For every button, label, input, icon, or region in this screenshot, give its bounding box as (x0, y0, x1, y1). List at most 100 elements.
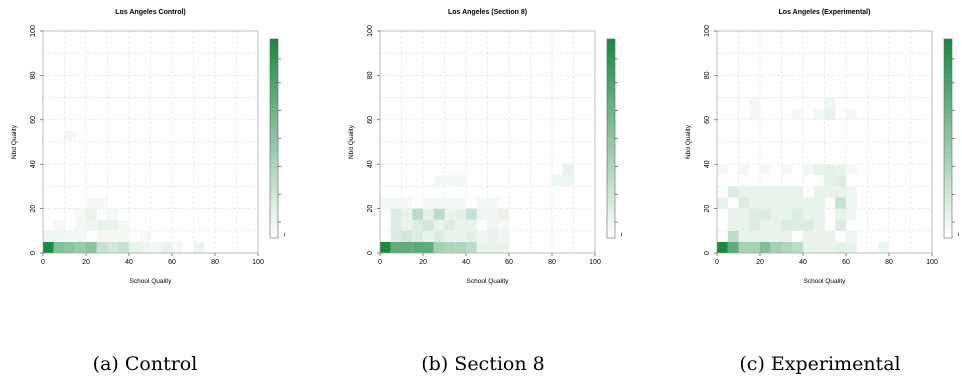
heatmap-cell (172, 241, 183, 253)
colorbar-segment (270, 188, 278, 194)
x-tick-label: 40 (462, 259, 470, 266)
colorbar-segment (944, 73, 952, 80)
heatmap-cell (813, 208, 825, 220)
heatmap-cell (770, 197, 782, 209)
heatmap-cell (846, 108, 857, 120)
colorbar-segment (270, 228, 278, 234)
heatmap-cell (803, 219, 814, 231)
colorbar-segment (607, 68, 615, 75)
heatmap-cell (466, 241, 477, 253)
heatmap-cell (760, 164, 771, 176)
x-tick-label: 40 (125, 259, 133, 266)
heatmap-cell (455, 241, 466, 253)
colorbar-segment (607, 173, 615, 179)
colorbar-segment (944, 213, 952, 219)
x-tick-label: 20 (419, 259, 427, 266)
colorbar-segment (944, 188, 952, 194)
heatmap-cell (401, 208, 413, 220)
colorbar-segment (270, 148, 278, 155)
heatmap-cell (727, 208, 739, 220)
heatmap-cell (824, 164, 836, 176)
colorbar-segment (607, 148, 615, 155)
y-tick-label: 0 (367, 251, 374, 255)
colorbar-segment (607, 153, 615, 159)
colorbar-segment (607, 113, 615, 120)
heatmap-cell (781, 241, 793, 253)
colorbar-segment (607, 48, 615, 55)
caption-section8: (b) Section 8 (421, 353, 545, 375)
y-tick-label: 80 (704, 71, 711, 79)
heatmap-cell (781, 197, 793, 209)
heatmap-cell (53, 241, 65, 253)
heatmap-cell (813, 186, 825, 198)
colorbar-segment (607, 233, 615, 239)
colorbar-segment (944, 138, 952, 145)
heatmap-cell (813, 108, 825, 120)
heatmap-cell (487, 219, 499, 231)
heatmap-cell (64, 241, 76, 253)
heatmap-cell (498, 219, 509, 231)
heatmap-cell (803, 208, 814, 220)
heatmap-cell (401, 197, 413, 209)
heatmap-cell (792, 108, 803, 120)
heatmap-cell (498, 230, 509, 242)
chart-title: Los Angeles (Section 8) (448, 9, 527, 16)
colorbar-segment (944, 223, 952, 229)
heatmap-cell (193, 241, 205, 253)
colorbar-segment (607, 39, 615, 45)
colorbar-segment (607, 103, 615, 110)
heatmap-cell (760, 208, 771, 220)
colorbar-segment (607, 123, 615, 130)
heatmap-cell (792, 208, 803, 220)
colorbar-segment (944, 228, 952, 234)
colorbar-segment (607, 188, 615, 194)
colorbar-segment (944, 173, 952, 179)
heatmap-cell (749, 108, 760, 120)
colorbar-segment (607, 43, 615, 50)
colorbar-segment (944, 193, 952, 199)
colorbar-segment (607, 183, 615, 189)
heatmap-cell (139, 241, 151, 253)
colorbar-segment (944, 48, 952, 55)
heatmap-cell (444, 175, 456, 187)
heatmap-cell (846, 230, 857, 242)
colorbar-segment (944, 108, 952, 115)
chart-section8: 0 20 40 60 80 100 0 20 40 60 80 100 Los Angeles (Sec… (348, 9, 622, 285)
heatmap-cell (150, 241, 162, 253)
x-tick-label: 100 (252, 259, 264, 266)
heatmap-cell (380, 241, 391, 253)
heatmap-cell (476, 208, 488, 220)
heatmap-cell (412, 219, 423, 231)
colorbar-segment (607, 53, 615, 60)
colorbar-segment (270, 43, 278, 50)
heatmap-cell (835, 197, 846, 209)
heatmap-cell (86, 241, 97, 253)
y-tick-label: 60 (367, 116, 374, 124)
heatmap-cell (401, 230, 413, 242)
heatmap-cell (738, 197, 750, 209)
heatmap-cell (43, 241, 54, 253)
heatmap-cell (423, 208, 434, 220)
heatmap-cell (390, 230, 402, 242)
y-axis-label: Nbd Quality (11, 124, 18, 159)
chart-title: Los Angeles (Experimental) (779, 9, 871, 16)
heatmap-cell (717, 241, 728, 253)
heatmap-cell (423, 241, 434, 253)
heatmap-cell (760, 186, 771, 198)
y-tick-label: 20 (367, 205, 374, 213)
colorbar-segment (270, 178, 278, 184)
colorbar-segment (270, 113, 278, 120)
heatmap-cell (466, 230, 477, 242)
colorbar-segment (944, 88, 952, 95)
chart-control: 0 20 40 60 80 100 0 20 40 60 80 100 Los Angeles Cont… (11, 9, 285, 285)
x-tick-label: 20 (756, 259, 764, 266)
colorbar-segment (944, 203, 952, 209)
y-tick-label: 80 (30, 71, 37, 79)
heatmap-cell (433, 230, 445, 242)
colorbar-segment (944, 43, 952, 50)
heatmap-cell (107, 230, 119, 242)
x-tick-label: 60 (168, 259, 176, 266)
colorbar-segment (607, 108, 615, 115)
heatmap-cell (53, 219, 65, 231)
y-tick-label: 20 (30, 205, 37, 213)
